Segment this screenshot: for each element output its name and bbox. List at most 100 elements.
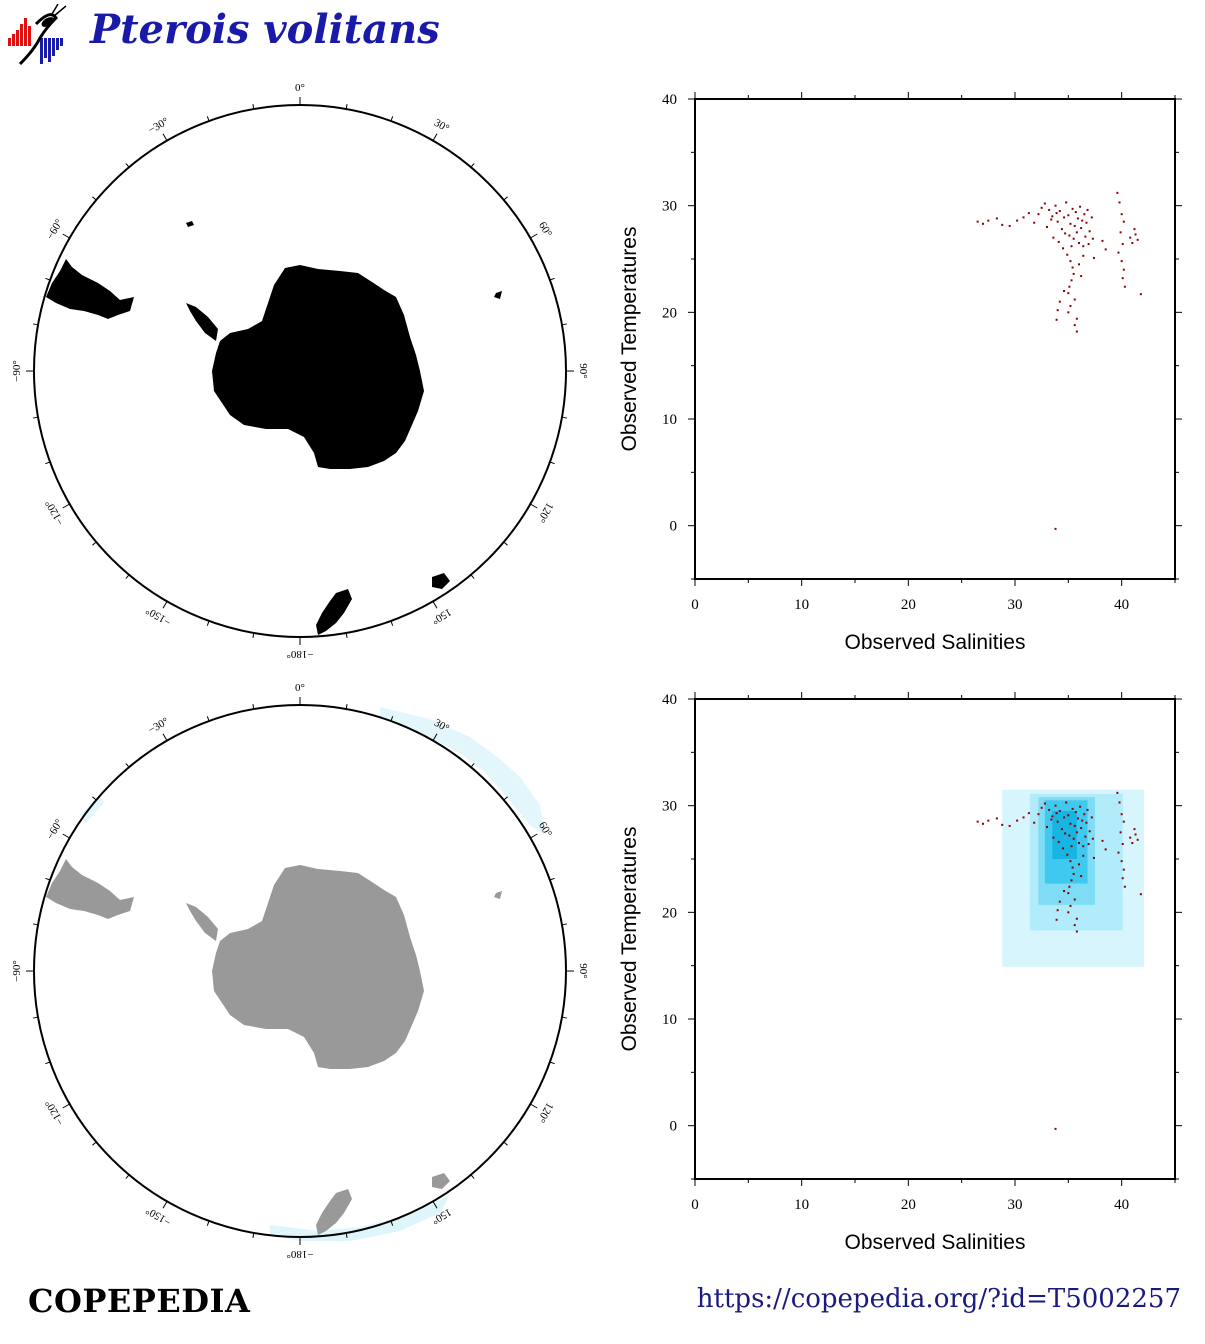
data-point bbox=[1067, 911, 1070, 914]
map-tick bbox=[62, 503, 70, 509]
map-tick bbox=[92, 196, 97, 201]
map-tick bbox=[252, 632, 255, 638]
data-point bbox=[1131, 842, 1134, 844]
y-tick-label: 20 bbox=[662, 905, 677, 921]
map-tick bbox=[206, 116, 210, 122]
map-tick bbox=[33, 323, 39, 326]
data-point bbox=[1078, 863, 1080, 866]
data-point bbox=[1120, 813, 1123, 816]
data-point bbox=[1066, 253, 1069, 256]
y-tick-label: 40 bbox=[662, 92, 677, 108]
data-point bbox=[1070, 245, 1073, 248]
antarctica-land bbox=[46, 221, 502, 635]
data-point bbox=[1069, 822, 1072, 825]
longitude-label: −120° bbox=[43, 498, 67, 527]
data-point bbox=[1123, 285, 1126, 288]
map-tick bbox=[162, 1201, 168, 1209]
data-point bbox=[1073, 224, 1076, 227]
y-tick-label: 10 bbox=[662, 412, 677, 428]
data-point bbox=[982, 822, 984, 825]
data-point bbox=[1079, 805, 1082, 808]
longitude-label: 90° bbox=[577, 963, 589, 978]
data-point bbox=[1080, 875, 1083, 878]
data-point bbox=[1072, 237, 1075, 240]
distribution-map-top: 0° 30° 60° 90° 120° 150° −180° −150° −120° −90° −6… bbox=[0, 75, 600, 675]
data-point bbox=[1068, 885, 1071, 888]
data-point bbox=[1086, 808, 1089, 811]
map-tick bbox=[530, 233, 538, 239]
data-point bbox=[1075, 930, 1078, 933]
density-box bbox=[1052, 811, 1077, 859]
map-tick bbox=[45, 1061, 51, 1065]
data-point bbox=[1058, 210, 1061, 212]
data-point bbox=[1008, 824, 1011, 827]
data-point bbox=[1071, 207, 1074, 210]
longitude-label: 120° bbox=[535, 500, 556, 524]
map-tick bbox=[92, 1141, 97, 1146]
data-point bbox=[1058, 300, 1061, 303]
data-point bbox=[1016, 219, 1019, 222]
data-point bbox=[1091, 237, 1094, 240]
map-tick bbox=[549, 877, 555, 881]
map-tick bbox=[530, 503, 538, 509]
map-tick bbox=[125, 574, 130, 579]
data-point bbox=[1121, 877, 1124, 880]
data-point bbox=[1027, 212, 1030, 215]
data-point bbox=[1090, 816, 1093, 819]
map-tick bbox=[62, 833, 70, 839]
data-point bbox=[1043, 202, 1046, 205]
map-tick bbox=[62, 233, 70, 239]
data-point bbox=[1067, 892, 1070, 895]
data-point bbox=[1086, 208, 1089, 211]
map-tick bbox=[252, 104, 255, 110]
x-axis-title: Observed Salinities bbox=[845, 1231, 1026, 1254]
data-point bbox=[1085, 821, 1088, 824]
map-tick bbox=[390, 1220, 394, 1226]
copepedia-link[interactable]: https://copepedia.org/?id=T5002257 bbox=[696, 1284, 1181, 1314]
map-tick bbox=[252, 1232, 255, 1238]
data-point bbox=[1085, 221, 1088, 224]
header: Pterois volitans bbox=[0, 0, 1205, 80]
data-point bbox=[1118, 201, 1121, 204]
longitude-label: 30° bbox=[432, 117, 451, 135]
data-point bbox=[1072, 837, 1075, 840]
x-tick-label: 30 bbox=[1008, 597, 1023, 613]
map-tick bbox=[530, 833, 538, 839]
map-tick bbox=[470, 163, 475, 168]
map-tick bbox=[503, 196, 508, 201]
map-tick bbox=[33, 1016, 39, 1019]
data-point bbox=[982, 222, 984, 225]
data-point bbox=[1054, 804, 1057, 807]
data-point bbox=[1075, 831, 1078, 834]
data-point bbox=[1082, 854, 1085, 857]
data-point bbox=[1071, 866, 1074, 869]
y-tick-label: 40 bbox=[662, 692, 677, 708]
map-tick bbox=[345, 1232, 348, 1238]
data-point bbox=[1121, 843, 1124, 846]
plot-frame bbox=[694, 698, 1176, 1180]
data-point bbox=[1119, 831, 1122, 834]
data-point bbox=[1057, 840, 1060, 843]
map-tick bbox=[549, 1061, 555, 1065]
y-tick-label: 30 bbox=[662, 199, 677, 215]
data-point bbox=[1051, 215, 1054, 218]
map-tick bbox=[561, 1016, 567, 1019]
map-tick bbox=[345, 704, 348, 710]
data-point bbox=[1063, 216, 1066, 219]
x-tick-label: 20 bbox=[901, 1197, 916, 1213]
data-point bbox=[1069, 260, 1072, 263]
map-tick bbox=[561, 323, 567, 326]
distribution-map-bottom: 0° 30° 60° 90° 120° 150° −180° −150° −120° −90° −6… bbox=[0, 675, 600, 1275]
data-point bbox=[1080, 827, 1083, 830]
y-axis-title: Observed Temperatures bbox=[618, 227, 641, 452]
x-tick-label: 0 bbox=[691, 1197, 699, 1213]
longitude-label: 120° bbox=[535, 1100, 556, 1124]
map-tick bbox=[33, 923, 39, 926]
x-tick-label: 40 bbox=[1114, 597, 1129, 613]
data-point bbox=[1060, 828, 1063, 831]
data-point bbox=[1117, 251, 1120, 254]
data-point bbox=[1083, 813, 1086, 816]
data-point bbox=[1063, 816, 1066, 819]
data-point bbox=[1122, 220, 1125, 223]
data-point bbox=[1121, 277, 1124, 280]
